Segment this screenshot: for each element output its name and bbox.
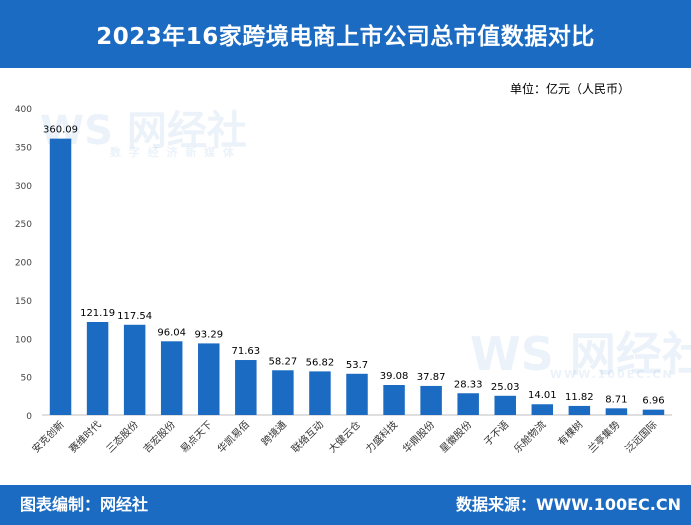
bar [494, 395, 516, 415]
category-label: 赛维时代 [66, 418, 103, 455]
data-label: 96.04 [157, 327, 186, 338]
data-label: 28.33 [454, 379, 483, 390]
data-label: 117.54 [117, 311, 152, 322]
footer-source: 数据来源：WWW.100EC.CN [455, 495, 681, 514]
bar [49, 138, 72, 415]
y-tick-label: 50 [21, 374, 33, 384]
data-label: 56.82 [306, 357, 335, 368]
category-label: 泛远国际 [623, 419, 660, 456]
data-label: 6.96 [642, 396, 664, 407]
bar [642, 409, 665, 415]
chart-title: 2023年16家跨境电商上市公司总市值数据对比 [0, 0, 691, 68]
category-label: 跨境通 [259, 418, 289, 448]
bar [568, 405, 591, 415]
category-label: 子不语 [482, 419, 512, 449]
category-label: 易点天下 [178, 419, 215, 456]
data-label: 121.19 [80, 308, 115, 319]
bar [123, 324, 146, 415]
category-label: 安克创新 [29, 418, 66, 455]
footer-credit: 图表编制：网经社 [20, 495, 149, 514]
y-tick-label: 100 [15, 335, 32, 345]
category-label: 乐舱物流 [511, 418, 548, 455]
category-label: 吉宏股份 [140, 418, 177, 455]
category-label: 联络互动 [289, 418, 326, 455]
y-tick-label: 0 [26, 412, 32, 422]
y-tick-label: 400 [15, 105, 32, 115]
data-label: 53.7 [346, 360, 368, 371]
category-label: 力盛科技 [363, 418, 400, 455]
bar [309, 371, 331, 415]
data-label: 71.63 [232, 346, 261, 357]
data-label: 58.27 [269, 356, 298, 367]
bar [531, 404, 554, 415]
data-label: 37.87 [417, 372, 446, 383]
bar [457, 393, 479, 415]
category-label: 华鼎股份 [400, 418, 437, 455]
category-label: 兰亭集势 [585, 418, 622, 455]
data-label: 11.82 [565, 392, 594, 403]
footer-bar: 图表编制：网经社 数据来源：WWW.100EC.CN [0, 485, 691, 525]
category-label: 星徽股份 [437, 418, 474, 455]
data-label: 25.03 [491, 382, 520, 393]
bar [420, 385, 442, 415]
bar [160, 341, 183, 415]
category-label: 大健云仓 [326, 418, 363, 455]
category-label: 有棵树 [555, 418, 585, 448]
bar [605, 408, 628, 415]
y-tick-label: 150 [15, 297, 32, 307]
y-tick-label: 350 [15, 143, 32, 153]
bar [198, 343, 220, 415]
y-tick-label: 250 [15, 220, 32, 230]
data-label: 14.01 [528, 390, 557, 401]
bar [86, 321, 109, 415]
data-label: 39.08 [380, 371, 409, 382]
bar [272, 370, 294, 415]
bar-chart: 单位：亿元（人民币） 0 50 100 150 200 250 300 350 400 360.09… [15, 81, 672, 456]
bar [383, 385, 405, 415]
data-label: 8.71 [605, 394, 627, 405]
data-label: 93.29 [194, 329, 223, 340]
data-label: 360.09 [43, 125, 78, 136]
bar [346, 373, 368, 415]
y-tick-label: 200 [15, 259, 32, 269]
plot-area: WS 网经社 数 字 经 济 新 媒 体 WS 网经社 WWW.100EC.CN… [0, 68, 691, 488]
bar [235, 360, 257, 415]
y-tick-label: 300 [15, 182, 32, 192]
unit-label: 单位：亿元（人民币） [510, 81, 630, 96]
category-label: 华凯易佰 [214, 418, 251, 455]
category-label: 三态股份 [103, 418, 140, 455]
